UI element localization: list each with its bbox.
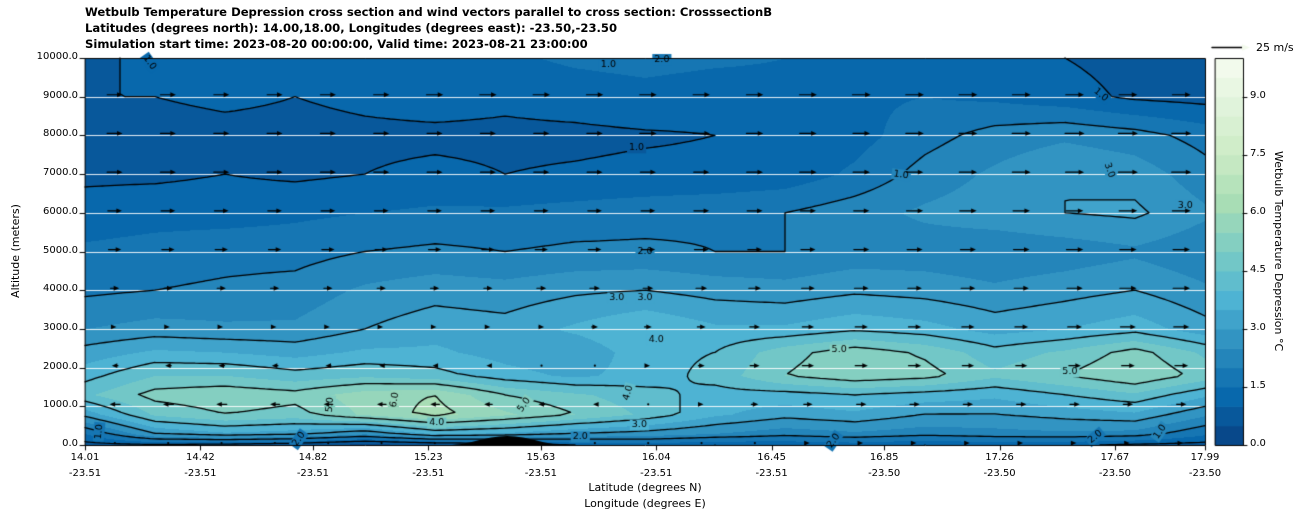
title-line-1: Wetbulb Temperature Depression cross sec… <box>85 5 773 19</box>
x-tick-label: 17.67 -23.50 <box>1080 450 1150 481</box>
colorbar-tick-label: 3.0 <box>1250 321 1266 333</box>
x-tick-lon-value: -23.51 <box>640 467 673 479</box>
x-tick-lat-value: 15.63 <box>526 452 556 463</box>
colorbar-tick-label: 4.5 <box>1250 263 1266 275</box>
x-tick-lat-value: 14.82 <box>298 452 328 463</box>
x-tick-label: 14.01 -23.51 <box>50 450 120 481</box>
wind-legend-label: 25 m/s <box>1256 41 1294 54</box>
y-tick-label: 7000.0 <box>43 167 78 179</box>
x-tick-lat-value: 17.67 <box>1100 452 1130 463</box>
x-tick-lat-value: 16.45 <box>757 452 786 463</box>
x-tick-lon-value: -23.50 <box>983 467 1016 479</box>
x-tick-lat-value: 15.23 <box>413 452 443 463</box>
x-tick-lon-value: -23.50 <box>868 467 901 479</box>
y-tick-label: 8000.0 <box>43 128 78 140</box>
x-tick-lon-value: -23.51 <box>296 467 330 479</box>
title-line-3: Simulation start time: 2023-08-20 00:00:… <box>85 37 588 51</box>
y-tick-label: 5000.0 <box>43 244 78 256</box>
y-tick-label: 6000.0 <box>43 205 78 217</box>
y-tick-label: 4000.0 <box>43 283 78 295</box>
y-tick-label: 1000.0 <box>43 399 78 411</box>
x-tick-lon-value: -23.50 <box>1098 467 1132 479</box>
y-tick-label: 2000.0 <box>43 360 78 372</box>
title-line-2: Latitudes (degrees north): 14.00,18.00, … <box>85 21 618 35</box>
y-tick-label: 3000.0 <box>43 321 78 333</box>
y-tick-label: 0.0 <box>62 438 78 449</box>
colorbar-label: Wetbulb Temperature Depression °C <box>1272 151 1285 352</box>
x-tick-lon-value: -23.51 <box>755 467 788 479</box>
x-tick-label: 17.99 -23.50 <box>1170 450 1240 481</box>
x-tick-lat-value: 17.99 <box>1190 452 1220 463</box>
x-tick-label: 15.23 -23.51 <box>393 450 463 481</box>
x-tick-lat-value: 16.04 <box>641 452 671 463</box>
x-tick-lat-value: 16.85 <box>869 452 899 463</box>
x-tick-label: 15.63 -23.51 <box>506 450 576 481</box>
x-tick-label: 14.82 -23.51 <box>278 450 348 481</box>
colorbar-tick-label: 6.0 <box>1250 205 1266 217</box>
chart-title: Wetbulb Temperature Depression cross sec… <box>85 4 772 52</box>
x-tick-label: 16.85 -23.50 <box>849 450 919 481</box>
x-tick-lon-value: -23.51 <box>184 467 217 479</box>
x-tick-lat-value: 14.42 <box>186 452 215 463</box>
x-tick-lat-value: 17.26 <box>985 452 1014 463</box>
x-tick-label: 17.26 -23.50 <box>965 450 1035 481</box>
colorbar-tick-label: 0.0 <box>1250 438 1266 449</box>
colorbar-tick-label: 9.0 <box>1250 89 1266 101</box>
x-tick-lon-value: -23.50 <box>1188 467 1222 479</box>
x-tick-lon-value: -23.51 <box>524 467 557 479</box>
y-tick-label: 9000.0 <box>43 89 78 101</box>
colorbar-tick-label: 1.5 <box>1250 379 1266 391</box>
x-tick-lat-value: 14.01 <box>70 452 100 463</box>
y-tick-label: 10000.0 <box>36 51 78 62</box>
x-tick-lon-value: -23.51 <box>68 467 102 479</box>
x-tick-label: 16.04 -23.51 <box>621 450 691 481</box>
x-axis-label-longitude: Longitude (degrees E) <box>584 497 706 510</box>
x-axis-label-latitude: Latitude (degrees N) <box>588 481 702 494</box>
x-tick-label: 14.42 -23.51 <box>165 450 235 481</box>
x-tick-label: 16.45 -23.51 <box>737 450 807 481</box>
colorbar-tick-label: 7.5 <box>1250 147 1266 159</box>
x-tick-lon-value: -23.51 <box>412 467 445 479</box>
